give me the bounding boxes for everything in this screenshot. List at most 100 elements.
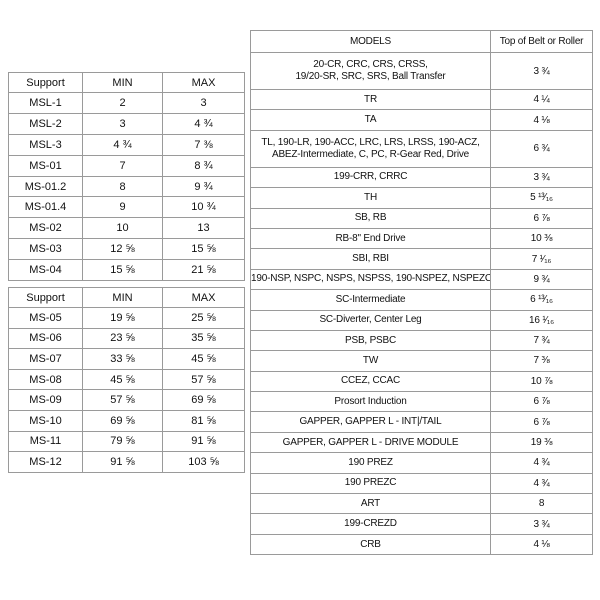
cell: 45 ⅝	[162, 348, 245, 370]
top-cell: 6 ⅞	[490, 411, 593, 433]
cell: 69 ⅝	[162, 389, 245, 411]
model-line: 199-CREZD	[344, 518, 397, 530]
model-line: 190 PREZ	[348, 456, 393, 468]
top-cell: 7 ¾	[490, 329, 593, 352]
cell: MS-10	[8, 409, 83, 432]
cell: 3	[82, 112, 163, 135]
model-line: 19/20-SR, SRC, SRS, Ball Transfer	[295, 71, 446, 82]
top-cell: 9 ¾	[490, 268, 593, 291]
row: TH 5 ¹³⁄₁₆	[250, 187, 593, 209]
cell: 33 ⅝	[82, 348, 163, 370]
model-cell: 199-CREZD	[250, 513, 491, 535]
row: GAPPER, GAPPER L - INT|/TAIL 6 ⅞	[250, 411, 593, 433]
model-line: SBI, RBI	[352, 253, 389, 265]
row: TL, 190-LR, 190-ACC, LRC, LRS, LRSS, 190…	[250, 129, 593, 168]
model-cell: PSB, PSBC	[250, 329, 491, 352]
cell: 25 ⅝	[162, 307, 245, 329]
row: SBI, RBI 7 ¹⁄₁₆	[250, 248, 593, 270]
row: MS-09 57 ⅝ 69 ⅝	[8, 389, 245, 411]
model-line: TL, 190-LR, 190-ACC, LRC, LRS, LRSS, 190…	[261, 136, 480, 148]
row: CRB 4 ⅛	[250, 533, 593, 556]
model-line: ART	[360, 497, 381, 509]
models-table: MODELS Top of Belt or Roller 20-CR, CRC, C…	[250, 30, 593, 556]
cell: 81 ⅝	[162, 409, 245, 432]
row: 199-CREZD 3 ¾	[250, 513, 593, 535]
cell: MS-09	[8, 389, 83, 411]
model-cell: 190-NSP, NSPC, NSPS, NSPSS, 190-NSPEZ, N…	[250, 268, 491, 291]
model-line: 190 PREZC	[344, 477, 397, 489]
model-line: 190-NSP, NSPC, NSPS, NSPSS, 190-NSPEZ, N…	[251, 273, 491, 285]
cell: 15 ⅝	[162, 238, 245, 261]
cell: 8	[82, 175, 163, 198]
model-line: PSB, PSBC	[345, 334, 396, 346]
row: MS-12 91 ⅝ 103 ⅝	[8, 451, 245, 473]
row: MS-07 33 ⅝ 45 ⅝	[8, 348, 245, 370]
row: 20-CR, CRC, CRS, CRSS, 19/20-SR, SRC, SRS…	[250, 52, 593, 90]
cell: 23 ⅝	[82, 327, 163, 350]
row: SB, RB 6 ⅞	[250, 207, 593, 229]
top-cell: 8	[490, 493, 593, 515]
top-cell: 5 ¹³⁄₁₆	[490, 187, 593, 209]
header-cell: Top of Belt or Roller	[490, 30, 593, 53]
model-line: 20-CR, CRC, CRS, CRSS,	[313, 59, 428, 70]
header-cell: MAX	[162, 72, 245, 93]
row: MS-03 12 ⅝ 15 ⅝	[8, 238, 245, 261]
model-cell: GAPPER, GAPPER L - DRIVE MODULE	[250, 431, 491, 454]
cell: 10	[82, 217, 163, 240]
cell: MSL-3	[8, 133, 83, 156]
model-cell: 190 PREZC	[250, 472, 491, 495]
model-line: TW	[362, 354, 379, 366]
cell: MS-08	[8, 368, 83, 391]
header-row: Support MIN MAX	[8, 287, 245, 308]
cell: 4 ¾	[162, 112, 245, 135]
top-cell: 3 ¾	[490, 166, 593, 189]
model-line: ABEZ-Intermediate, C, PC, R-Gear Red, Dr…	[271, 148, 469, 160]
model-cell: SB, RB	[250, 207, 491, 229]
top-cell: 6 ⅞	[490, 391, 593, 413]
cell: 10 ¾	[162, 196, 245, 219]
cell: 13	[162, 217, 245, 240]
row: TW 7 ⅜	[250, 350, 593, 372]
model-cell: TH	[250, 187, 491, 209]
row: CCEZ, CCAC 10 ⅞	[250, 370, 593, 393]
top-cell: 4 ⅛	[490, 109, 593, 131]
top-cell: 3 ¾	[490, 52, 593, 90]
row: MS-04 15 ⅝ 21 ⅝	[8, 259, 245, 282]
model-line: CRB	[360, 538, 381, 550]
row: MSL-1 2 3	[8, 92, 245, 114]
model-cell: SC-Intermediate	[250, 289, 491, 311]
cell: 4 ¾	[82, 133, 163, 156]
model-line: Prosort Induction	[334, 395, 407, 407]
model-line: TR	[364, 93, 377, 105]
row: TA 4 ⅛	[250, 109, 593, 131]
model-cell: CCEZ, CCAC	[250, 370, 491, 393]
top-cell: 7 ⅜	[490, 350, 593, 372]
cell: MS-04	[8, 259, 83, 282]
cell: MS-11	[8, 430, 83, 453]
top-cell: 4 ¼	[490, 88, 593, 111]
model-line: GAPPER, GAPPER L - INT|/TAIL	[299, 416, 442, 428]
model-line: 199-CRR, CRRC	[333, 171, 408, 183]
top-cell: 4 ¾	[490, 472, 593, 495]
row: 190 PREZC 4 ¾	[250, 472, 593, 495]
row: SC-Diverter, Center Leg 16 ¹⁄₁₆	[250, 309, 593, 331]
top-cell: 16 ¹⁄₁₆	[490, 309, 593, 331]
cell: MS-02	[8, 217, 83, 240]
model-cell: TR	[250, 88, 491, 111]
header-cell: MODELS	[250, 30, 491, 53]
model-cell: GAPPER, GAPPER L - INT|/TAIL	[250, 411, 491, 433]
model-cell: 199-CRR, CRRC	[250, 166, 491, 189]
model-line: GAPPER, GAPPER L - DRIVE MODULE	[282, 436, 459, 448]
row: MS-02 10 13	[8, 217, 245, 240]
model-line: SB, RB	[354, 212, 387, 224]
cell: 15 ⅝	[82, 259, 163, 282]
model-cell: RB-8" End Drive	[250, 227, 491, 250]
model-cell: TW	[250, 350, 491, 372]
top-cell: 6 ⅞	[490, 207, 593, 229]
model-cell: TL, 190-LR, 190-ACC, LRC, LRS, LRSS, 190…	[250, 129, 491, 168]
cell: 9	[82, 196, 163, 219]
